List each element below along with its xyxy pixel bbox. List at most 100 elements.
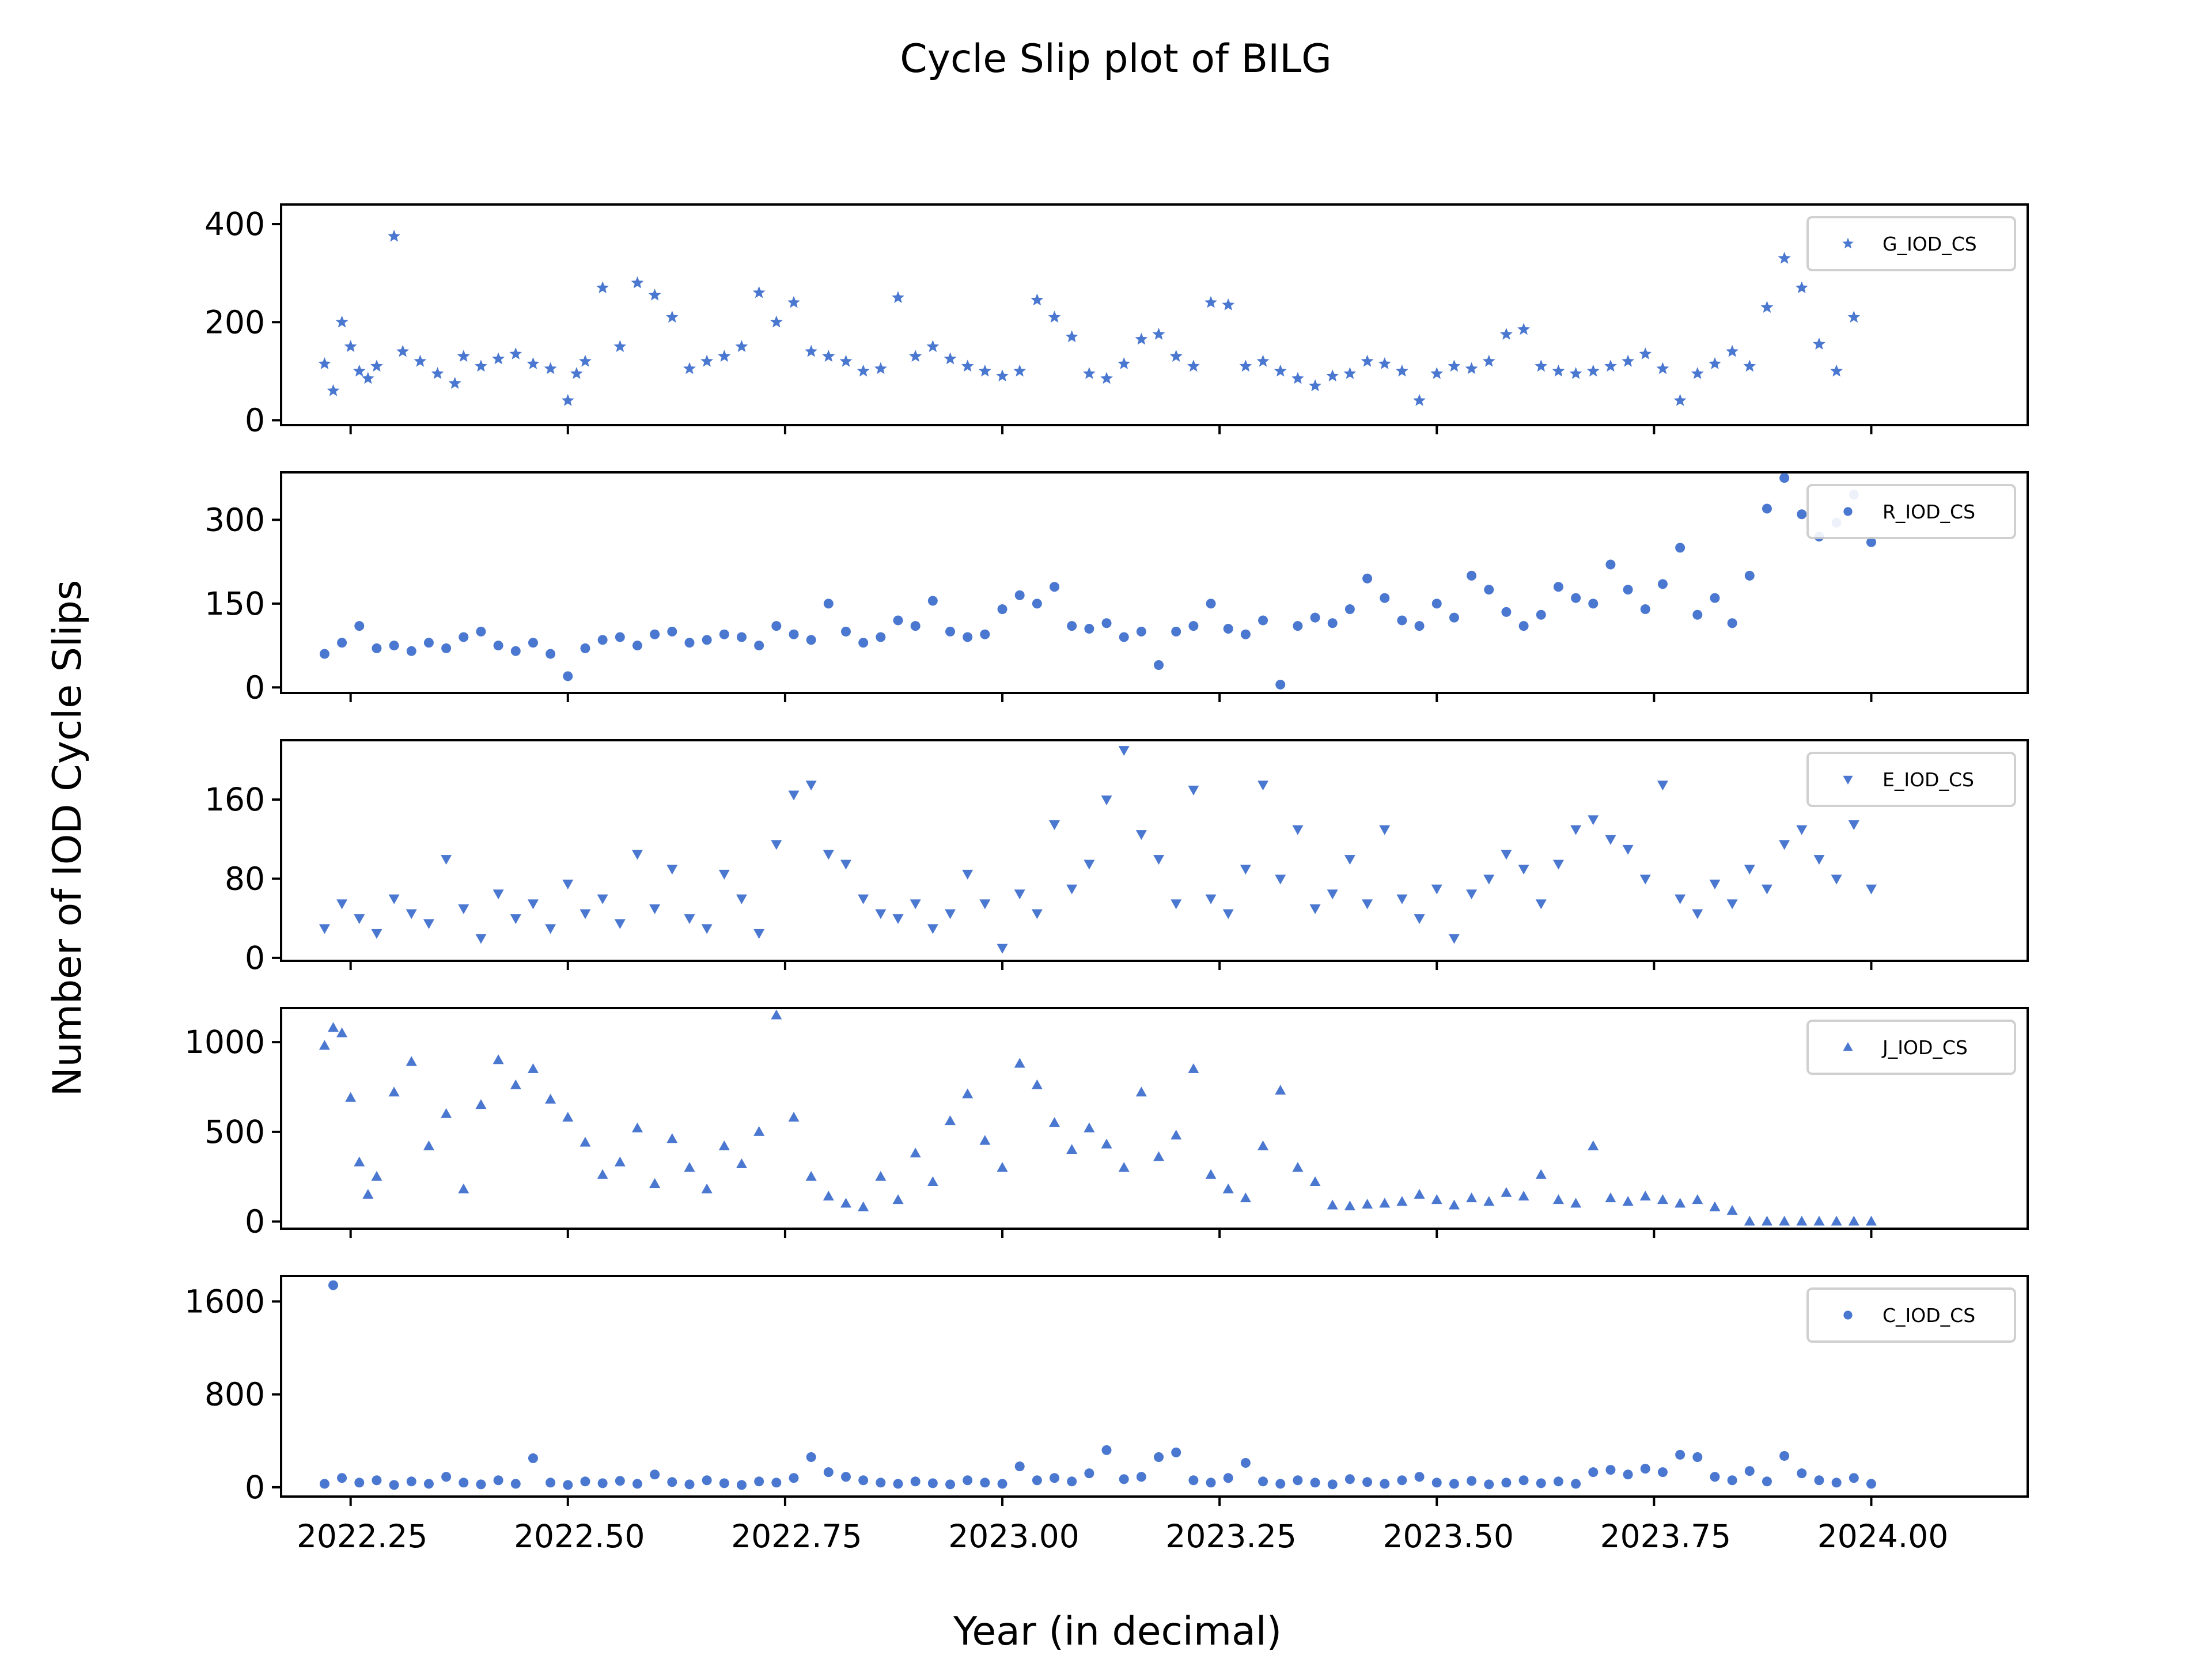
- data-point: [876, 1478, 886, 1488]
- data-point: [561, 393, 574, 406]
- data-point: [631, 850, 643, 860]
- x-tick-label: 2023.00: [948, 1518, 1079, 1555]
- data-point: [823, 599, 834, 609]
- data-point: [396, 344, 410, 357]
- data-point: [475, 934, 487, 944]
- legend-box: [1806, 1287, 2016, 1343]
- data-point: [1361, 354, 1374, 367]
- data-point: [1327, 889, 1338, 900]
- data-point: [806, 635, 816, 645]
- data-point: [788, 1111, 800, 1122]
- data-point: [1101, 1138, 1112, 1149]
- data-point: [570, 367, 583, 379]
- data-point: [389, 641, 399, 651]
- data-point: [1066, 1143, 1078, 1154]
- x-tick-label: 2022.50: [514, 1518, 645, 1555]
- data-point: [1049, 1117, 1060, 1127]
- data-point: [1240, 865, 1251, 875]
- data-point: [613, 340, 627, 353]
- data-point: [597, 1478, 608, 1488]
- data-point: [1344, 1474, 1355, 1484]
- data-point: [650, 629, 660, 639]
- data-point: [1848, 1215, 1859, 1226]
- data-point: [858, 1201, 869, 1211]
- legend-marker: [1843, 507, 1853, 516]
- data-point: [1830, 364, 1843, 377]
- legend-marker: [1843, 1310, 1853, 1320]
- data-point: [441, 643, 452, 653]
- data-point: [1588, 1140, 1599, 1150]
- data-point: [1169, 350, 1183, 362]
- data-point: [458, 904, 469, 914]
- data-point: [945, 909, 956, 919]
- legend-box: [1806, 484, 2016, 539]
- data-point: [1692, 609, 1703, 620]
- data-point: [876, 632, 886, 642]
- data-point: [631, 1122, 643, 1132]
- y-tick-label: 0: [245, 1203, 265, 1240]
- data-point: [354, 1478, 365, 1488]
- data-point: [702, 1475, 712, 1486]
- data-point: [1310, 1478, 1320, 1488]
- data-point: [1154, 660, 1164, 671]
- data-point: [1675, 894, 1686, 904]
- data-point: [1536, 609, 1546, 620]
- data-point: [892, 914, 904, 925]
- data-point: [336, 1027, 348, 1037]
- y-axis-label: Number of IOD Cycle Slips: [45, 580, 90, 1096]
- scatter-points: [319, 1009, 1877, 1226]
- data-point: [1657, 579, 1668, 589]
- data-point: [1762, 503, 1772, 514]
- data-point: [1344, 1200, 1355, 1211]
- y-tick-label: 0: [245, 669, 265, 706]
- data-point: [963, 1475, 973, 1486]
- subplot-C_IOD_CS: 0 800 1600 2022.25 2022.50 2022.75 2023.00 2023…: [184, 1275, 2029, 1555]
- data-point: [822, 350, 835, 362]
- data-point: [580, 643, 590, 653]
- data-point: [701, 1183, 713, 1194]
- data-point: [684, 1162, 695, 1172]
- subplot-J_IOD_CS: 0 500 1000 J_IOD_CS: [184, 1007, 2029, 1240]
- data-point: [996, 369, 1009, 382]
- data-point: [718, 350, 731, 362]
- data-point: [1222, 298, 1235, 310]
- data-point: [684, 914, 695, 925]
- scatter-points: [319, 746, 1877, 954]
- data-point: [684, 638, 695, 648]
- data-point: [337, 638, 347, 648]
- data-point: [839, 354, 853, 367]
- data-point: [1552, 364, 1565, 377]
- data-point: [858, 1475, 869, 1486]
- data-point: [1483, 874, 1495, 885]
- subplot-panels: 0 200 400 G_IOD_CS 0 150 300 R_IOD_CS 0 80 160 E_IO…: [184, 203, 2029, 1555]
- data-point: [944, 352, 957, 365]
- data-point: [1065, 330, 1078, 343]
- data-point: [1623, 1469, 1633, 1480]
- data-point: [1118, 1162, 1130, 1172]
- data-point: [771, 1478, 782, 1488]
- data-point: [1031, 293, 1044, 306]
- data-point: [1188, 1475, 1199, 1486]
- data-point: [753, 929, 765, 939]
- data-point: [1136, 1472, 1146, 1482]
- data-point: [1362, 1477, 1373, 1487]
- y-tick-label: 400: [204, 206, 265, 243]
- data-point: [493, 1054, 504, 1065]
- data-point: [353, 364, 366, 377]
- data-point: [1292, 825, 1304, 835]
- data-point: [1240, 1192, 1251, 1203]
- data-point: [1727, 618, 1737, 628]
- data-point: [1692, 909, 1703, 919]
- data-point: [1588, 815, 1599, 825]
- data-point: [893, 615, 903, 626]
- data-point: [1378, 357, 1391, 369]
- data-point: [1466, 889, 1478, 900]
- data-point: [736, 632, 747, 642]
- data-point: [1743, 359, 1756, 372]
- data-point: [1605, 1465, 1616, 1475]
- data-point: [1467, 1476, 1477, 1486]
- data-point: [492, 352, 505, 365]
- data-point: [997, 1479, 1007, 1489]
- data-point: [1013, 364, 1027, 377]
